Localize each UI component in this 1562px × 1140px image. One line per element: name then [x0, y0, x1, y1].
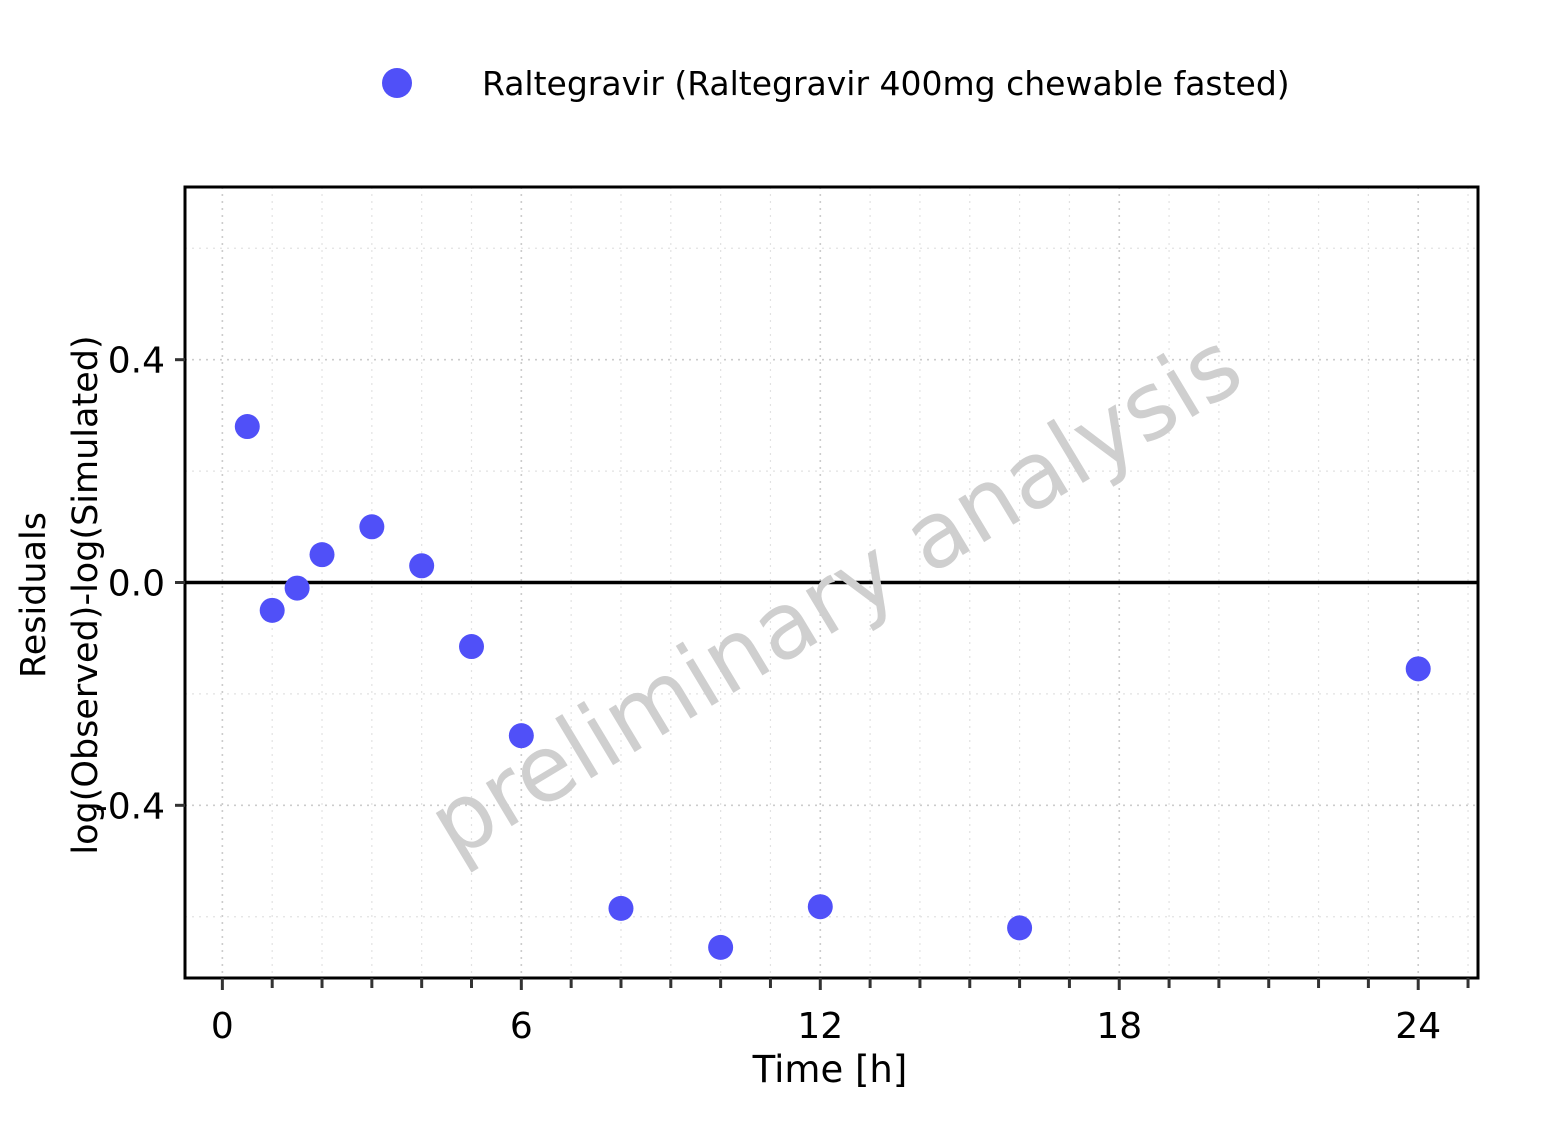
- x-tick-label: 24: [1395, 1006, 1441, 1047]
- x-tick-label: 12: [797, 1006, 843, 1047]
- y-tick-label: 0.0: [108, 564, 165, 605]
- data-point: [708, 934, 734, 960]
- data-point: [409, 553, 435, 579]
- x-tick-label: 6: [510, 1006, 533, 1047]
- legend: Raltegravir (Raltegravir 400mg chewable …: [382, 58, 1290, 108]
- data-point: [359, 514, 385, 540]
- data-point: [234, 414, 260, 440]
- data-point: [284, 575, 310, 601]
- x-axis: 0 6 12 18 24: [211, 978, 1470, 1047]
- data-point: [608, 895, 634, 921]
- y-axis: 0.4 0.0 -0.4: [95, 341, 185, 827]
- x-tick-label: 18: [1096, 1006, 1142, 1047]
- data-point: [459, 634, 485, 660]
- x-tick-label: 0: [211, 1006, 234, 1047]
- legend-marker-icon: [382, 68, 412, 98]
- legend-label: Raltegravir (Raltegravir 400mg chewable …: [482, 63, 1290, 103]
- data-point: [807, 894, 833, 920]
- y-axis-title: Residuals log(Observed)-log(Simulated): [8, 335, 112, 854]
- y-axis-title-line-2: log(Observed)-log(Simulated): [66, 335, 106, 855]
- data-point: [508, 723, 534, 749]
- y-axis-title-line-1: Residuals: [14, 511, 54, 679]
- y-tick-label: 0.4: [108, 341, 165, 382]
- data-point: [1405, 656, 1431, 682]
- data-point: [259, 597, 285, 623]
- y-tick-label: -0.4: [95, 786, 165, 827]
- x-axis-title: Time [h]: [752, 1048, 908, 1091]
- data-point: [1007, 915, 1033, 941]
- grid-lines: [185, 187, 1478, 978]
- data-point: [309, 542, 335, 568]
- data-points: [234, 414, 1431, 960]
